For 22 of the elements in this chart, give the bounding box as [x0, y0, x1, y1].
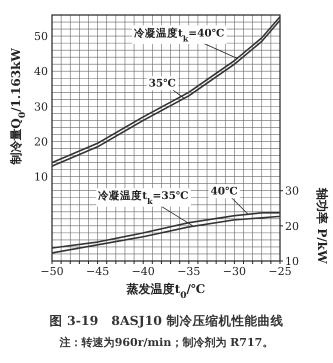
y2-tick-label: 20	[285, 220, 299, 233]
x-tick-label: −35	[177, 265, 200, 278]
text: 图 3-19 8ASJ10 制冷压缩机性能曲线	[50, 313, 284, 328]
series-label: 冷凝温度t$_{k}$=35℃	[98, 189, 189, 206]
y-tick-label: 10	[34, 170, 48, 184]
series-label: 40℃	[210, 185, 238, 198]
text: 注：转速为960r/min；制冷剂为 R717。	[58, 336, 274, 349]
x-axis-title: 蒸发温度t$_{0}$/℃	[126, 282, 206, 301]
series-label: 冷凝温度t$_{k}$=40℃	[134, 26, 225, 43]
y-tick-label: 50	[34, 30, 48, 44]
x-tick-label: −40	[132, 265, 155, 278]
y2-tick-label: 10	[285, 255, 299, 268]
y-tick-label: 30	[34, 100, 48, 114]
x-tick-label: −30	[222, 265, 246, 278]
x-tick-label: −25	[268, 265, 292, 278]
x-tick-label: −45	[86, 265, 110, 278]
series-label: 35℃	[148, 77, 176, 90]
y2-tick-label: 30	[285, 184, 299, 198]
y-tick-label: 40	[34, 65, 48, 78]
y2-axis-title: 轴功率 P/kW	[315, 187, 329, 264]
x-tick-label: −50	[40, 265, 64, 278]
y-tick-label: 20	[34, 136, 48, 149]
